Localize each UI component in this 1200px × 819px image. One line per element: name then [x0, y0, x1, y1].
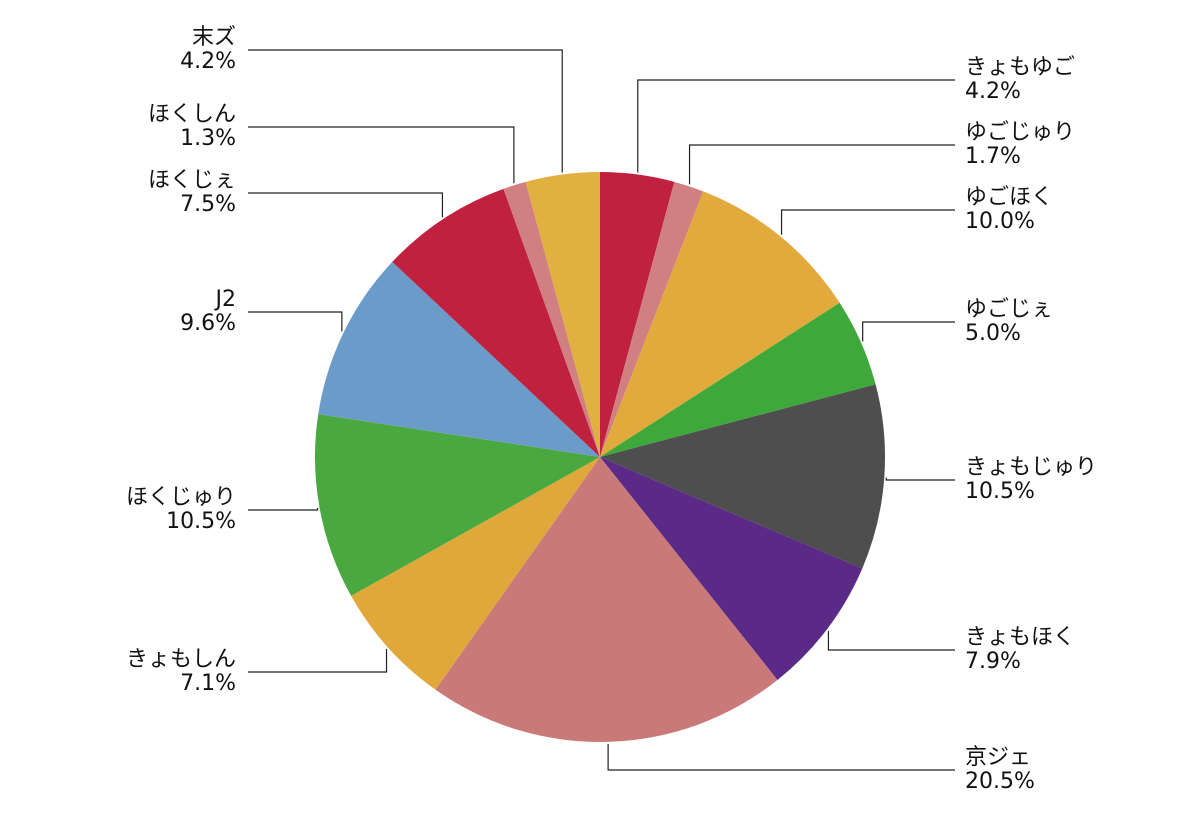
pie-slice	[600, 384, 885, 569]
leader-line	[688, 144, 955, 185]
pie-slice	[525, 172, 600, 457]
slice-value: 7.1%	[180, 671, 236, 696]
slice-value: 9.6%	[180, 311, 236, 336]
slice-label: ほくじゅり	[126, 485, 236, 510]
pie-slice	[600, 181, 704, 458]
leader-line	[607, 743, 955, 771]
slice-label: 末ズ	[192, 25, 236, 50]
slice-label: きょもじゅり	[965, 455, 1097, 480]
slice-value: 10.5%	[965, 479, 1035, 504]
pie-slice	[435, 457, 778, 742]
pie-slice	[503, 181, 600, 458]
slice-value: 1.7%	[965, 144, 1021, 169]
pie-slice	[600, 302, 876, 457]
pie-slice	[351, 457, 600, 690]
slice-value: 20.5%	[965, 769, 1035, 794]
leader-line	[248, 648, 388, 673]
slice-value: 4.2%	[965, 79, 1021, 104]
leader-line	[780, 209, 955, 235]
leader-line	[637, 79, 955, 173]
leader-line	[248, 311, 343, 332]
slice-value: 1.3%	[180, 126, 236, 151]
slice-label: きょもほく	[965, 625, 1075, 650]
slice-label: 京ジェ	[965, 745, 1031, 770]
slice-label: きょもゆご	[965, 55, 1075, 80]
slice-label: ほくじぇ	[148, 168, 236, 193]
slice-label: ゆごほく	[965, 185, 1053, 210]
leader-line	[248, 192, 444, 218]
pie-slice	[600, 191, 840, 457]
slice-value: 5.0%	[965, 321, 1021, 346]
slice-value: 7.9%	[965, 649, 1021, 674]
leader-line	[248, 508, 319, 511]
pie-slice	[392, 188, 600, 457]
slice-value: 10.5%	[166, 509, 236, 534]
leader-line	[248, 49, 563, 173]
slice-label: ゆごじぇ	[965, 297, 1053, 322]
slice-label: J2	[214, 287, 237, 312]
leader-line	[862, 321, 955, 342]
pie-slice	[600, 457, 863, 680]
slice-label: ほくしん	[148, 102, 236, 127]
pie-slice	[600, 172, 675, 457]
pie-slice	[315, 414, 600, 596]
leader-line	[885, 477, 955, 481]
slice-label: きょもしん	[126, 647, 236, 672]
leader-line	[827, 630, 955, 651]
pie-slice	[318, 261, 600, 457]
leader-line	[248, 126, 515, 184]
slice-label: ゆごじゅり	[965, 120, 1075, 145]
slice-value: 4.2%	[180, 49, 236, 74]
slice-value: 10.0%	[965, 209, 1035, 234]
slice-value: 7.5%	[180, 192, 236, 217]
